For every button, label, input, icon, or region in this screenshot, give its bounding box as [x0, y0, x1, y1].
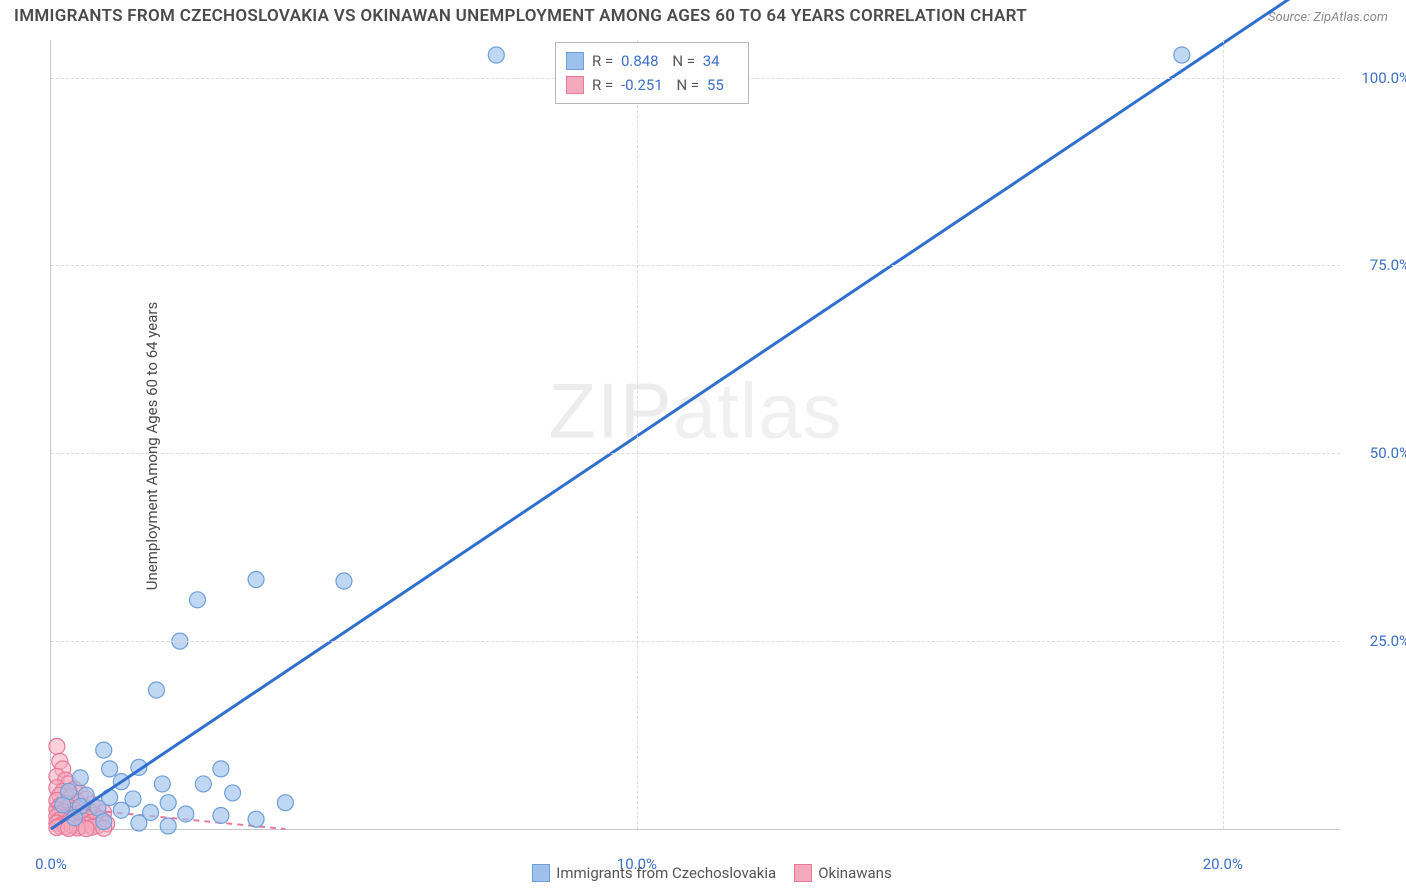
- data-point: [72, 770, 88, 786]
- legend-swatch: [566, 52, 584, 70]
- y-tick-label: 75.0%: [1370, 256, 1406, 274]
- data-point: [1174, 47, 1190, 63]
- y-tick-label: 25.0%: [1370, 632, 1406, 650]
- gridline-h: [51, 265, 1340, 266]
- legend-swatch: [794, 864, 812, 882]
- legend-swatch: [532, 864, 550, 882]
- legend-stats: R = 0.848 N = 34: [592, 49, 730, 73]
- gridline-v: [637, 40, 638, 829]
- data-point: [148, 682, 164, 698]
- plot-area: ZIPatlas 25.0%50.0%75.0%100.0%0.0%10.0%2…: [50, 40, 1340, 830]
- data-point: [178, 806, 194, 822]
- data-point: [248, 572, 264, 588]
- chart-title: IMMIGRANTS FROM CZECHOSLOVAKIA VS OKINAW…: [14, 6, 1027, 26]
- data-point: [277, 795, 293, 811]
- data-point: [49, 738, 65, 754]
- data-point: [55, 797, 71, 813]
- data-point: [248, 811, 264, 827]
- data-point: [336, 573, 352, 589]
- data-point: [225, 785, 241, 801]
- data-point: [96, 813, 112, 829]
- series-points: [55, 47, 1190, 834]
- data-point: [113, 802, 129, 818]
- gridline-v: [1223, 40, 1224, 829]
- series-legend: Immigrants from Czechoslovakia Okinawans: [0, 864, 1406, 882]
- chart-svg: [51, 40, 1340, 829]
- data-point: [160, 818, 176, 834]
- data-point: [160, 795, 176, 811]
- data-point: [213, 807, 229, 823]
- legend-row: R = -0.251 N = 55: [566, 73, 734, 97]
- legend-swatch: [566, 76, 584, 94]
- gridline-h: [51, 453, 1340, 454]
- source-attribution: Source: ZipAtlas.com: [1268, 10, 1388, 25]
- data-point: [195, 776, 211, 792]
- legend-label: Okinawans: [818, 864, 891, 882]
- gridline-h: [51, 641, 1340, 642]
- legend-label: Immigrants from Czechoslovakia: [556, 864, 776, 882]
- data-point: [102, 761, 118, 777]
- data-point: [213, 761, 229, 777]
- correlation-legend: R = 0.848 N = 34R = -0.251 N = 55: [555, 42, 749, 104]
- data-point: [154, 776, 170, 792]
- data-point: [96, 742, 112, 758]
- data-point: [131, 815, 147, 831]
- y-tick-label: 50.0%: [1370, 444, 1406, 462]
- legend-stats: R = -0.251 N = 55: [592, 73, 734, 97]
- y-tick-label: 100.0%: [1361, 69, 1406, 87]
- trend-line: [51, 0, 1340, 829]
- legend-row: R = 0.848 N = 34: [566, 49, 734, 73]
- data-point: [189, 592, 205, 608]
- data-point: [488, 47, 504, 63]
